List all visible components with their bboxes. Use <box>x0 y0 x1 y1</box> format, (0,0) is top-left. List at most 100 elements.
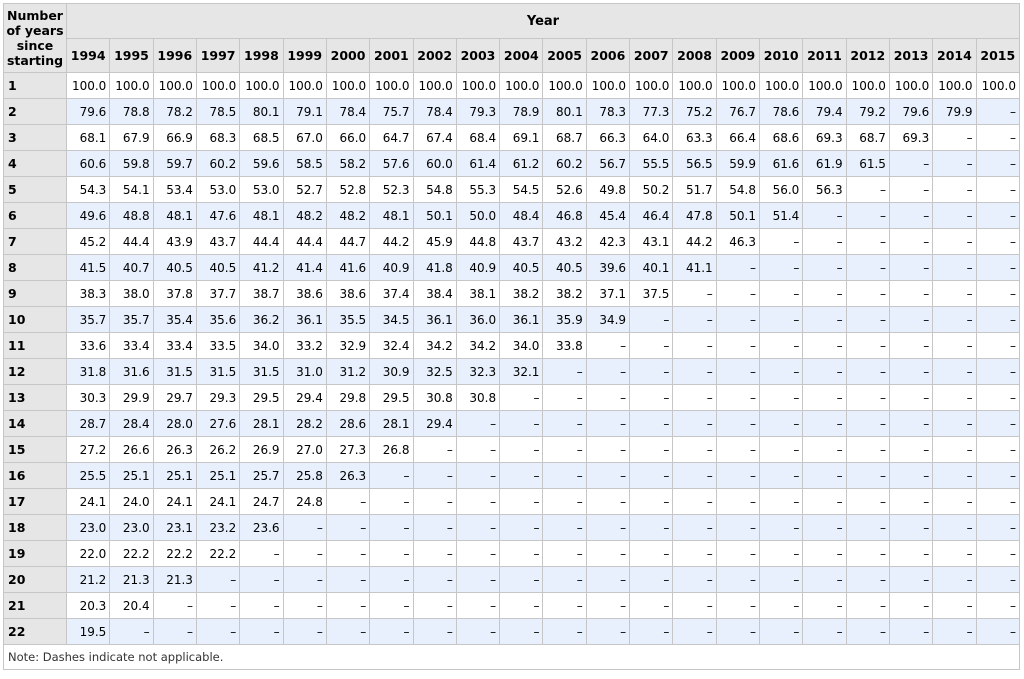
table-cell: – <box>672 410 717 437</box>
table-cell: 100.0 <box>758 72 804 99</box>
table-cell: – <box>542 592 587 619</box>
table-cell: – <box>932 202 977 229</box>
table-cell: 35.5 <box>325 306 371 333</box>
table-cell: – <box>499 618 544 645</box>
table-cell: 22.0 <box>65 540 111 567</box>
table-cell: – <box>802 306 847 333</box>
table-cell: 44.2 <box>369 228 414 255</box>
table-cell: – <box>369 540 414 567</box>
table-cell: 52.7 <box>282 176 327 203</box>
row-header-years-since-start: 14 <box>3 410 67 437</box>
table-cell: – <box>672 514 717 541</box>
table-cell: 50.2 <box>629 176 674 203</box>
table-cell: 19.5 <box>65 618 111 645</box>
table-cell: 54.1 <box>109 176 154 203</box>
table-cell: 25.1 <box>195 462 241 489</box>
table-cell: – <box>758 514 804 541</box>
table-cell: 41.1 <box>672 254 717 281</box>
table-cell: 60.2 <box>542 150 587 177</box>
row-header-years-since-start: 3 <box>3 124 67 151</box>
table-cell: 69.3 <box>802 124 847 151</box>
table-cell: – <box>455 514 501 541</box>
row-header-years-since-start: 16 <box>3 462 67 489</box>
table-cell: – <box>369 514 414 541</box>
table-cell: 23.1 <box>152 514 197 541</box>
table-cell: – <box>542 618 587 645</box>
table-cell: 28.0 <box>152 410 197 437</box>
table-cell: 26.3 <box>325 462 371 489</box>
header-row-group: Number of years since starting Year <box>3 3 1020 73</box>
table-cell: – <box>932 254 977 281</box>
table-cell: 34.0 <box>239 332 284 359</box>
table-cell: – <box>672 332 717 359</box>
table-cell: – <box>715 566 761 593</box>
year-header-cell: 2001 <box>369 38 414 73</box>
table-cell: – <box>932 306 977 333</box>
table-cell: – <box>542 566 587 593</box>
table-cell: 68.5 <box>239 124 284 151</box>
table-row: 18 23.0 23.0 23.1 23.2 23.6– – – – – – – – – – – – – – – – – <box>3 514 1021 541</box>
table-cell: – <box>629 592 674 619</box>
table-cell: 40.5 <box>195 254 241 281</box>
table-cell: – <box>888 488 934 515</box>
table-cell: 36.1 <box>282 306 327 333</box>
row-header-years-since-start: 11 <box>3 332 67 359</box>
table-cell: – <box>888 410 934 437</box>
table-cell: 41.5 <box>65 254 111 281</box>
table-cell: 44.2 <box>672 228 717 255</box>
table-cell: 30.3 <box>65 384 111 411</box>
table-cell: 24.8 <box>282 488 327 515</box>
table-cell: 25.8 <box>282 462 327 489</box>
table-cell: – <box>499 514 544 541</box>
table-cell: 55.5 <box>629 150 674 177</box>
table-cell: 61.6 <box>758 150 804 177</box>
table-row: 13 30.3 29.9 29.7 29.3 29.5 29.4 29.8 29.5 30.8 30… <box>3 384 1021 411</box>
table-cell: 77.3 <box>629 98 674 125</box>
table-cell: 22.2 <box>109 540 154 567</box>
table-cell: – <box>715 280 761 307</box>
table-cell: 79.2 <box>845 98 890 125</box>
table-cell: – <box>672 540 717 567</box>
table-cell: – <box>369 566 414 593</box>
table-cell: 56.5 <box>672 150 717 177</box>
table-cell: – <box>455 592 501 619</box>
table-cell: – <box>802 228 847 255</box>
table-cell: 100.0 <box>152 72 197 99</box>
table-cell: – <box>888 384 934 411</box>
table-cell: 33.4 <box>152 332 197 359</box>
table-cell: – <box>325 488 371 515</box>
table-cell: – <box>629 410 674 437</box>
table-cell: 38.1 <box>455 280 501 307</box>
table-cell: 100.0 <box>109 72 154 99</box>
table-cell: 54.5 <box>499 176 544 203</box>
row-header-years-since-start: 21 <box>3 592 67 619</box>
table-cell: 40.7 <box>109 254 154 281</box>
table-row: 16 25.5 25.1 25.1 25.1 25.7 25.8 26.3– – – – – – – – – –… <box>3 462 1021 489</box>
table-cell: – <box>455 410 501 437</box>
row-header-years-since-start: 8 <box>3 254 67 281</box>
table-cell: – <box>932 124 977 151</box>
table-cell: – <box>715 592 761 619</box>
table-cell: 27.6 <box>195 410 241 437</box>
table-cell: – <box>888 176 934 203</box>
table-cell: – <box>975 254 1021 281</box>
table-cell: 30.8 <box>455 384 501 411</box>
table-cell: – <box>672 488 717 515</box>
header-row-years: 1994 1995 1996 1997 1998 1999 2000 2001 2002 2003… <box>4 38 1021 73</box>
table-cell: – <box>888 228 934 255</box>
table-cell: 24.1 <box>152 488 197 515</box>
table-cell: – <box>802 358 847 385</box>
table-cell: – <box>369 462 414 489</box>
year-header-cell: 2003 <box>455 38 501 73</box>
table-cell: 34.0 <box>499 332 544 359</box>
table-cell: 48.1 <box>239 202 284 229</box>
table-cell: 33.8 <box>542 332 587 359</box>
table-cell: 23.0 <box>65 514 111 541</box>
table-cell: – <box>715 254 761 281</box>
year-header-cell: 2005 <box>542 38 587 73</box>
table-cell: 38.6 <box>325 280 371 307</box>
table-cell: – <box>412 488 457 515</box>
table-cell: 40.5 <box>499 254 544 281</box>
table-cell: 100.0 <box>845 72 890 99</box>
table-cell: – <box>758 462 804 489</box>
